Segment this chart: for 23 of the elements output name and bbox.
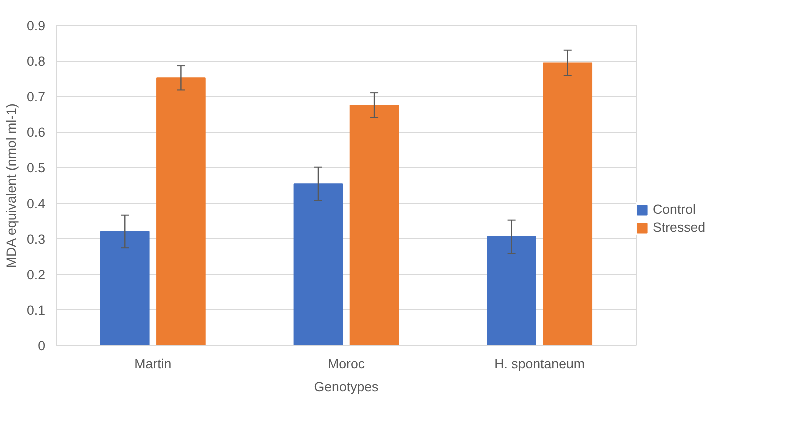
y-tick-label: 0.1 xyxy=(26,302,46,318)
y-tick-label: 0.2 xyxy=(26,267,46,282)
y-tick-label: 0.7 xyxy=(26,90,46,105)
y-tick-label: 0.3 xyxy=(26,232,46,247)
y-tick-label: 0.8 xyxy=(26,54,46,70)
x-tick-label: Martin xyxy=(134,356,172,372)
x-tick-label: H. spontaneum xyxy=(494,356,586,372)
legend-label: Stressed xyxy=(653,220,706,235)
y-tick-label: 0.9 xyxy=(26,18,46,34)
y-tick-label: 0.5 xyxy=(26,160,46,176)
y-tick-label: 0 xyxy=(38,338,46,354)
x-tick-label: Moroc xyxy=(328,356,366,372)
y-tick-label: 0.6 xyxy=(26,125,46,140)
x-axis-title: Genotypes xyxy=(314,380,380,394)
bar xyxy=(350,105,400,346)
bar xyxy=(156,78,206,346)
bar xyxy=(100,231,150,346)
bar xyxy=(487,236,536,346)
y-tick-label: 0.4 xyxy=(26,196,46,212)
bar xyxy=(294,184,344,346)
y-axis-title: MDA equivalent (nmol ml-1) xyxy=(4,104,19,268)
bar xyxy=(543,62,593,346)
legend-label: Control xyxy=(653,202,696,217)
